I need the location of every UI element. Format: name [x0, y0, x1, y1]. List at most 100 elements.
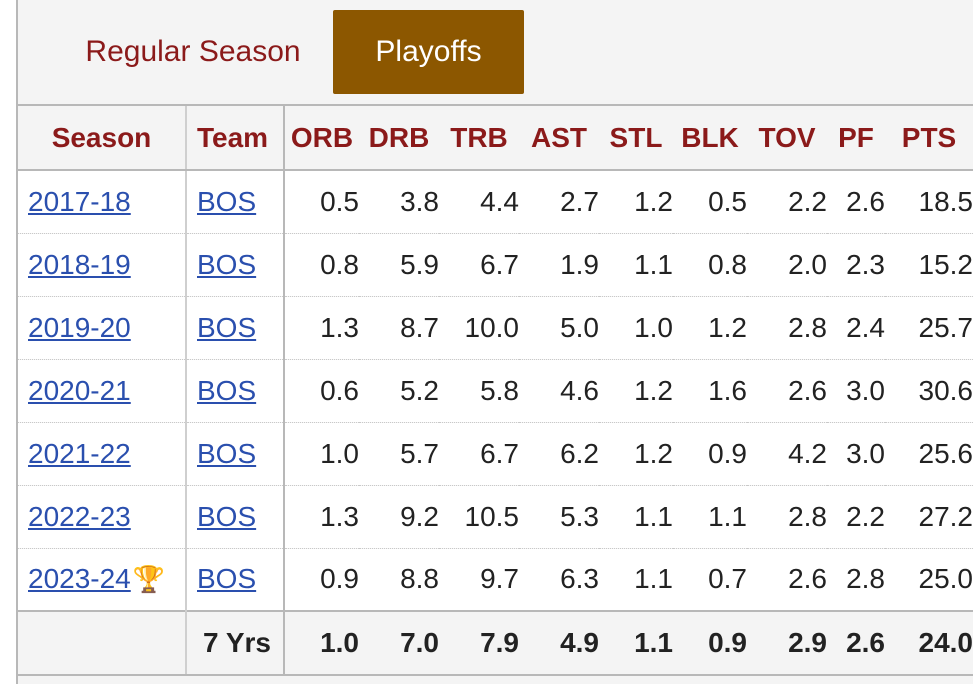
season-link[interactable]: 2023-24 [28, 563, 131, 595]
totals-label: 7 Yrs [186, 610, 285, 676]
pf-cell: 3.0 [827, 422, 885, 486]
table-row: 2019-20 BOS 1.3 8.7 10.0 5.0 1.0 1.2 2.8 2.4 25.7 [18, 296, 973, 360]
season-cell: 2021-22 [18, 422, 187, 486]
drb-cell: 5.2 [359, 359, 439, 423]
ast-cell: 2.7 [519, 170, 599, 234]
table-header-row: Season Team ORB DRB TRB AST STL BLK TOV … [18, 106, 973, 171]
drb-cell: 5.7 [359, 422, 439, 486]
header-season[interactable]: Season [18, 106, 187, 171]
season-cell: 2020-21 [18, 359, 187, 423]
team-link[interactable]: BOS [197, 185, 257, 217]
tab-playoffs[interactable]: Playoffs [333, 10, 524, 94]
header-trb[interactable]: TRB [439, 106, 519, 171]
team-cell: BOS [186, 170, 285, 234]
team-link[interactable]: BOS [197, 248, 257, 280]
stl-cell: 1.1 [599, 485, 673, 549]
season-link[interactable]: 2020-21 [28, 374, 131, 406]
totals-pf: 2.6 [827, 610, 885, 676]
totals-tov: 2.9 [747, 610, 827, 676]
season-cell: 2018-19 [18, 233, 187, 297]
season-cell: 2017-18 [18, 170, 187, 234]
trb-cell: 10.0 [439, 296, 519, 360]
season-cell: 2019-20 [18, 296, 187, 360]
tab-bar: Regular Season Playoffs [18, 0, 973, 106]
table-row: 2023-24🏆 BOS 0.9 8.8 9.7 6.3 1.1 0.7 2.6 2.8 25.0 [18, 548, 973, 612]
team-link[interactable]: BOS [197, 500, 257, 532]
pts-cell: 25.7 [885, 296, 973, 360]
stl-cell: 1.2 [599, 170, 673, 234]
blk-cell: 1.1 [673, 485, 747, 549]
totals-trb: 7.9 [439, 610, 519, 676]
table-row: 2017-18 BOS 0.5 3.8 4.4 2.7 1.2 0.5 2.2 2.6 18.5 [18, 170, 973, 234]
pf-cell: 3.0 [827, 359, 885, 423]
tov-cell: 2.6 [747, 548, 827, 612]
pts-cell: 30.6 [885, 359, 973, 423]
team-cell: BOS [186, 296, 285, 360]
blk-cell: 0.8 [673, 233, 747, 297]
team-link[interactable]: BOS [197, 311, 257, 343]
season-link[interactable]: 2019-20 [28, 311, 131, 343]
header-ast[interactable]: AST [519, 106, 599, 171]
trophy-icon: 🏆 [132, 564, 166, 595]
tov-cell: 2.6 [747, 359, 827, 423]
header-pts[interactable]: PTS [885, 106, 973, 171]
blk-cell: 0.5 [673, 170, 747, 234]
season-link[interactable]: 2022-23 [28, 500, 131, 532]
team-cell: BOS [186, 233, 285, 297]
orb-cell: 0.8 [284, 233, 359, 297]
drb-cell: 8.7 [359, 296, 439, 360]
stl-cell: 1.0 [599, 296, 673, 360]
season-cell: 2022-23 [18, 485, 187, 549]
season-link[interactable]: 2017-18 [28, 185, 131, 217]
pts-cell: 18.5 [885, 170, 973, 234]
team-cell: BOS [186, 359, 285, 423]
pts-cell: 25.0 [885, 548, 973, 612]
team-cell: BOS [186, 422, 285, 486]
trb-cell: 6.7 [439, 422, 519, 486]
header-tov[interactable]: TOV [747, 106, 827, 171]
playoff-stats-table: Season Team ORB DRB TRB AST STL BLK TOV … [18, 106, 973, 676]
tov-cell: 2.8 [747, 296, 827, 360]
blk-cell: 1.6 [673, 359, 747, 423]
tov-cell: 4.2 [747, 422, 827, 486]
totals-season-cell [18, 610, 187, 676]
header-stl[interactable]: STL [599, 106, 673, 171]
blk-cell: 1.2 [673, 296, 747, 360]
header-orb[interactable]: ORB [284, 106, 359, 171]
stl-cell: 1.1 [599, 548, 673, 612]
tov-cell: 2.8 [747, 485, 827, 549]
team-link[interactable]: BOS [197, 374, 257, 406]
header-team[interactable]: Team [186, 106, 285, 171]
header-blk[interactable]: BLK [673, 106, 747, 171]
pf-cell: 2.4 [827, 296, 885, 360]
totals-ast: 4.9 [519, 610, 599, 676]
stats-panel: Regular Season Playoffs Season Team ORB … [16, 0, 973, 684]
team-link[interactable]: BOS [197, 563, 257, 595]
ast-cell: 6.3 [519, 548, 599, 612]
trb-cell: 5.8 [439, 359, 519, 423]
trb-cell: 9.7 [439, 548, 519, 612]
tab-regular-season[interactable]: Regular Season [85, 35, 301, 68]
drb-cell: 5.9 [359, 233, 439, 297]
pf-cell: 2.3 [827, 233, 885, 297]
drb-cell: 3.8 [359, 170, 439, 234]
orb-cell: 1.3 [284, 485, 359, 549]
header-drb[interactable]: DRB [359, 106, 439, 171]
blk-cell: 0.9 [673, 422, 747, 486]
pf-cell: 2.6 [827, 170, 885, 234]
table-row: 2020-21 BOS 0.6 5.2 5.8 4.6 1.2 1.6 2.6 3.0 30.6 [18, 359, 973, 423]
stl-cell: 1.1 [599, 233, 673, 297]
team-link[interactable]: BOS [197, 437, 257, 469]
season-cell: 2023-24🏆 [18, 548, 187, 612]
header-pf[interactable]: PF [827, 106, 885, 171]
season-link[interactable]: 2021-22 [28, 437, 131, 469]
blk-cell: 0.7 [673, 548, 747, 612]
stl-cell: 1.2 [599, 359, 673, 423]
ast-cell: 6.2 [519, 422, 599, 486]
totals-pts: 24.0 [885, 610, 973, 676]
stl-cell: 1.2 [599, 422, 673, 486]
season-link[interactable]: 2018-19 [28, 248, 131, 280]
team-cell: BOS [186, 485, 285, 549]
totals-drb: 7.0 [359, 610, 439, 676]
table-row: 2018-19 BOS 0.8 5.9 6.7 1.9 1.1 0.8 2.0 2.3 15.2 [18, 233, 973, 297]
